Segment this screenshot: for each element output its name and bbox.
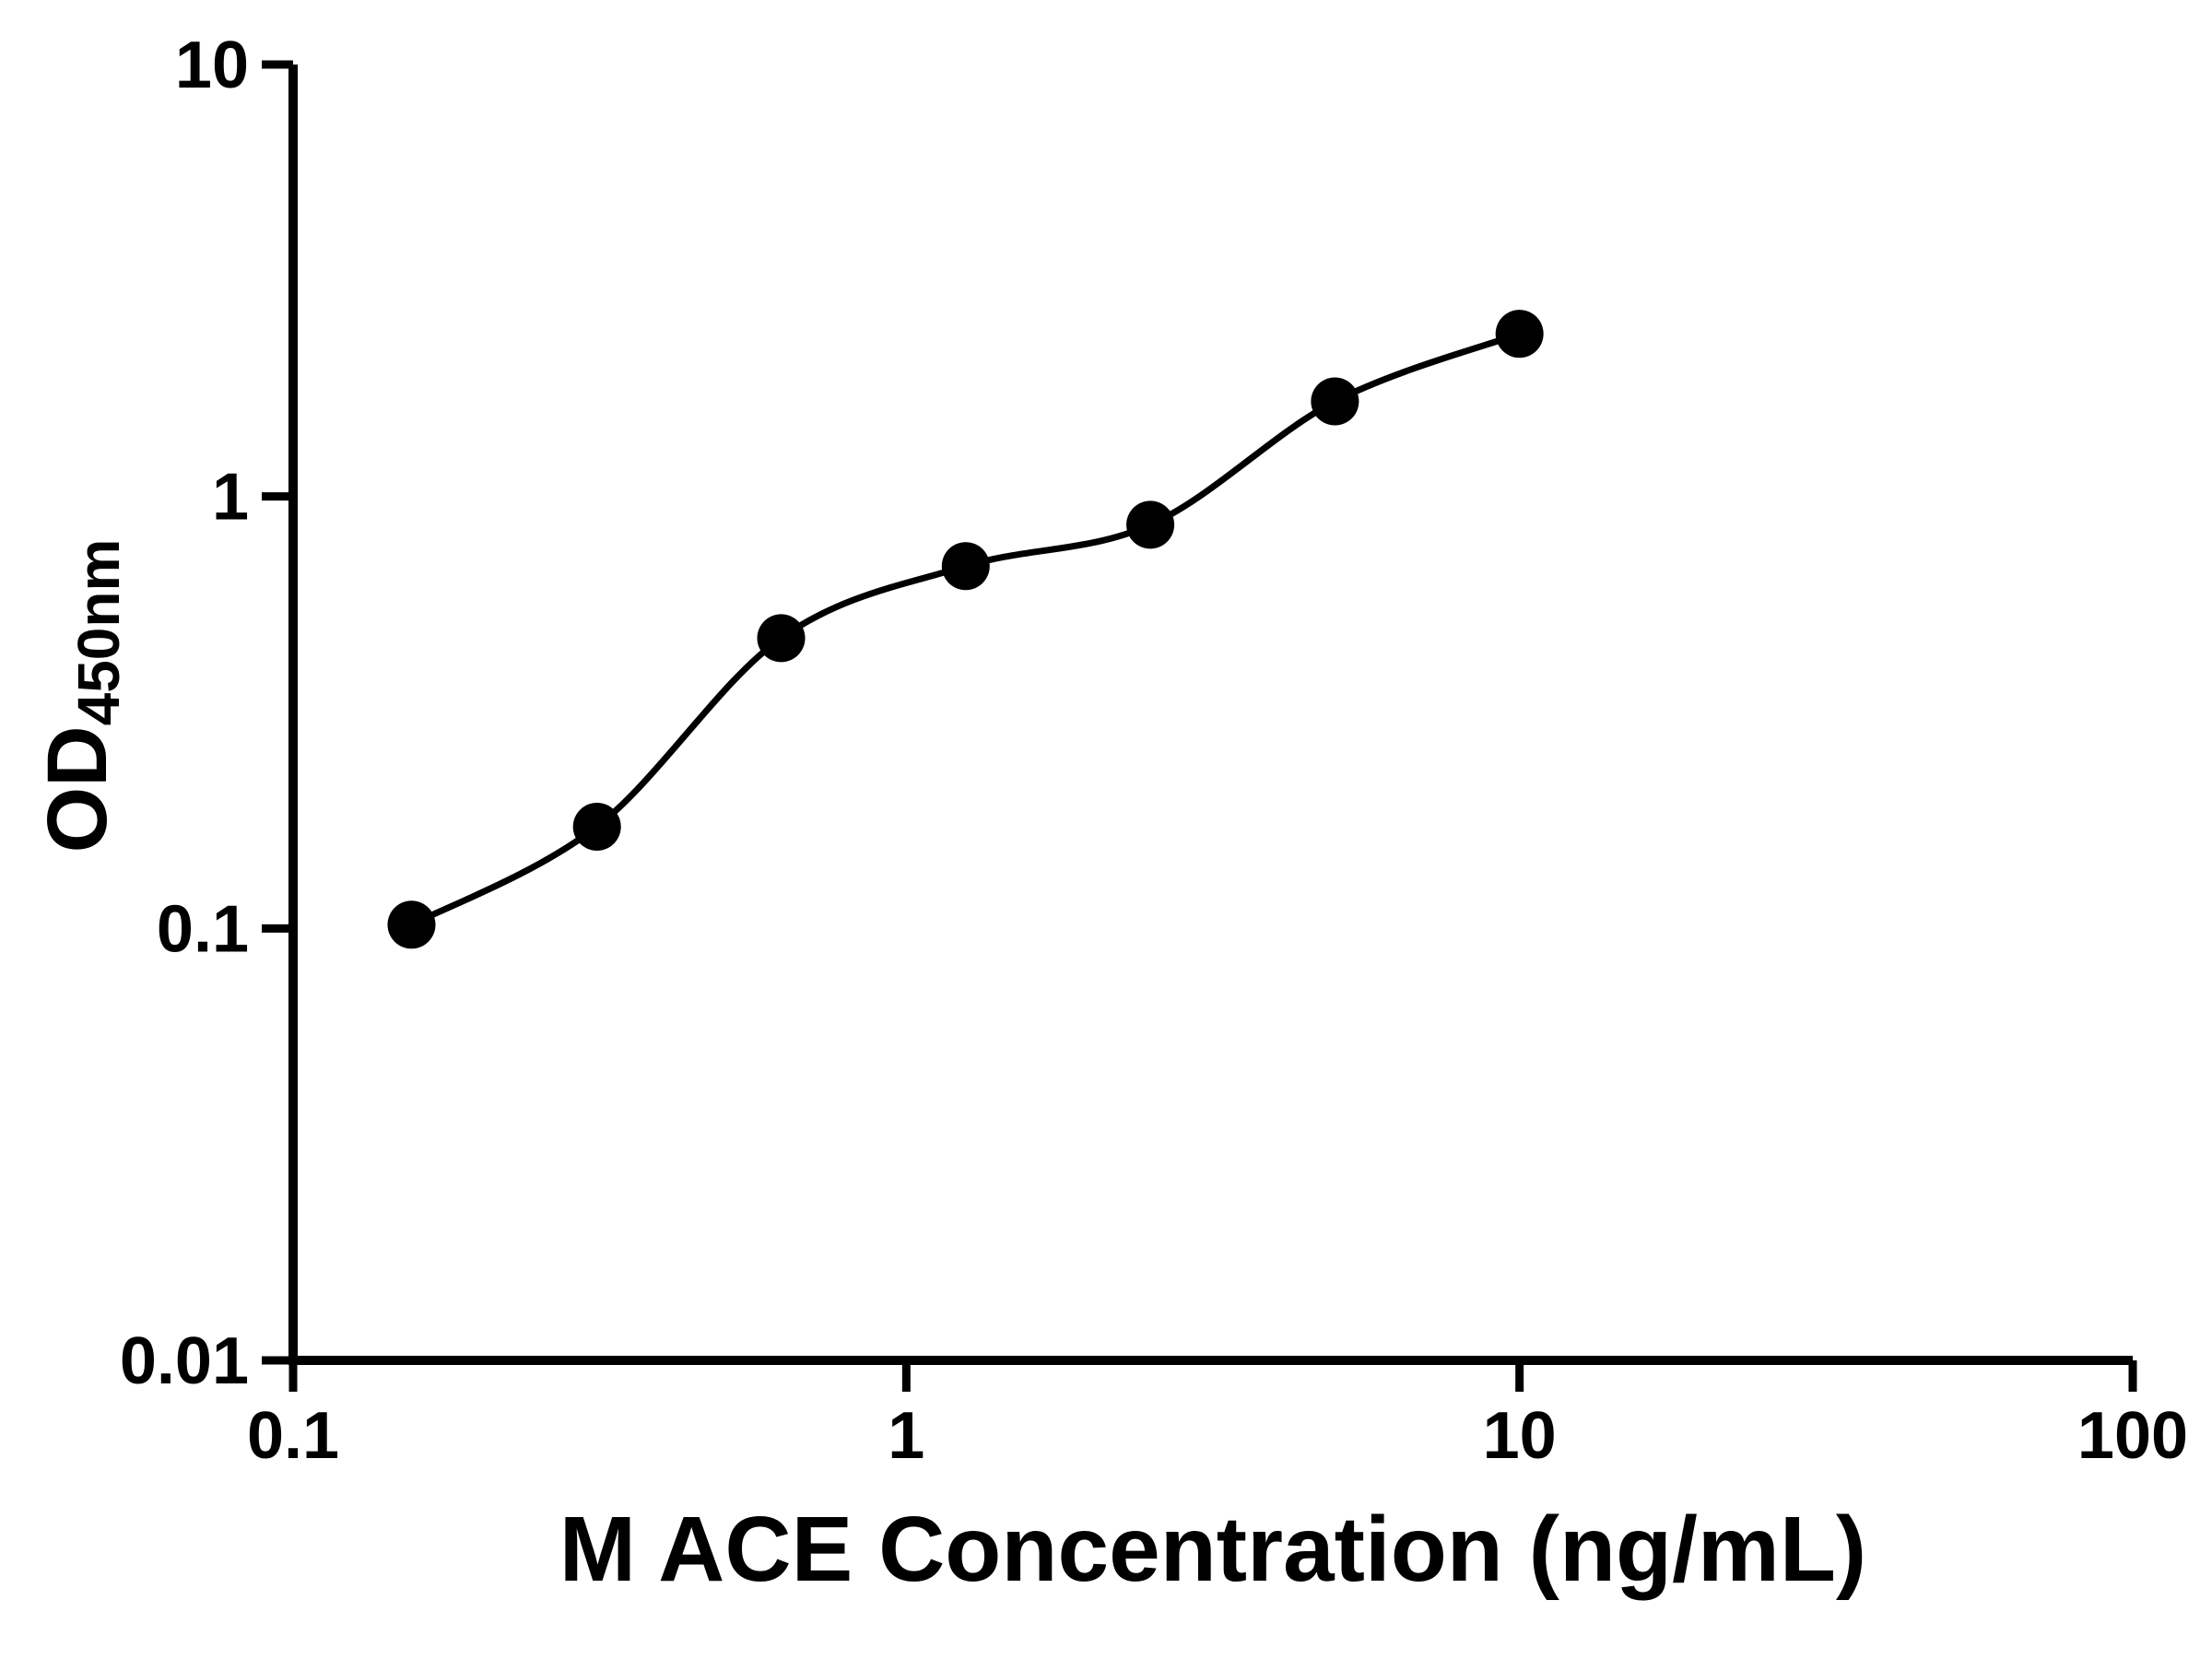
data-point [1495, 310, 1544, 359]
x-tick-label: 100 [2077, 1399, 2188, 1473]
data-point [941, 542, 990, 591]
y-tick-label: 10 [175, 29, 249, 102]
y-tick-label: 1 [212, 461, 249, 535]
x-axis-title: M ACE Concentration (ng/mL) [559, 1497, 1866, 1603]
data-point [757, 614, 806, 663]
data-point [1126, 500, 1175, 549]
data-point [572, 802, 621, 851]
data-point [1311, 377, 1359, 426]
y-tick-label: 0.01 [120, 1324, 249, 1398]
data-point [387, 900, 436, 949]
y-axis-title-main: OD [29, 725, 124, 853]
x-axis-title-text: M ACE Concentration (ng/mL) [559, 1498, 1867, 1601]
axes [288, 65, 2133, 1365]
y-tick-label: 0.1 [157, 892, 249, 966]
x-tick-label: 0.1 [247, 1399, 339, 1473]
x-tick-label: 1 [888, 1399, 924, 1473]
y-axis-title-sub: 450nm [65, 538, 133, 726]
x-tick-label: 10 [1483, 1399, 1557, 1473]
y-axis-title: OD450nm [29, 539, 133, 853]
